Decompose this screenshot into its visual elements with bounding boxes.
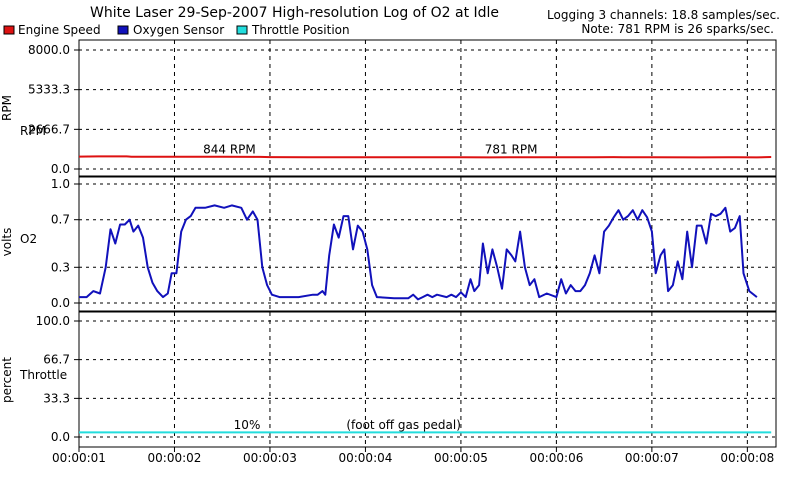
legend-swatch-engine-speed (3, 25, 15, 35)
y-tick-label-p1-2: 0.7 (51, 213, 70, 227)
y-tick-label-p2-0: 0.0 (51, 430, 70, 444)
legend-label-throttle-position: Throttle Position (251, 23, 350, 37)
x-tick-label-6: 00:00:07 (625, 451, 679, 465)
plot-area: 0.0 2666.7 5333.3 8000.0 RPM RPM 844 RPM 781 RP… (0, 39, 777, 465)
legend: Engine Speed Oxygen Sensor Throttle Posi… (3, 23, 350, 37)
x-tick-label-2: 00:00:03 (243, 451, 297, 465)
y-tick-label-p0-2: 5333.3 (28, 83, 70, 97)
legend-swatch-throttle-position (236, 25, 248, 35)
annotation-p0-1: 781 RPM (485, 142, 538, 156)
chart-title: White Laser 29-Sep-2007 High-resolution … (90, 5, 499, 21)
y-series-label-p0: RPM (20, 124, 46, 138)
y-tick-label-p0-1: 2666.7 (28, 122, 70, 136)
annotation-p0-0: 844 RPM (203, 142, 256, 156)
y-unit-label-p1: volts (0, 228, 14, 257)
y-unit-label-p0: RPM (0, 95, 14, 121)
x-tick-label-7: 00:00:08 (720, 451, 774, 465)
y-tick-label-p1-3: 1.0 (51, 177, 70, 191)
y-unit-label-p2: percent (0, 357, 14, 403)
legend-swatch-oxygen-sensor (117, 25, 129, 35)
y-tick-label-p2-2: 66.7 (43, 353, 70, 367)
annotation-p2-0: 10% (234, 418, 261, 432)
x-tick-label-5: 00:00:06 (529, 451, 583, 465)
annotation-p2-1: (foot off gas pedal) (346, 418, 461, 432)
legend-label-oxygen-sensor: Oxygen Sensor (133, 23, 224, 37)
x-tick-label-3: 00:00:04 (338, 451, 392, 465)
x-tick-label-4: 00:00:05 (434, 451, 488, 465)
series-line-oxygen-sensor (79, 204, 758, 301)
legend-label-engine-speed: Engine Speed (18, 23, 101, 37)
y-tick-label-p0-0: 0.0 (51, 162, 70, 176)
y-tick-label-p1-1: 0.3 (51, 260, 70, 274)
panel-frame-2 (78, 311, 777, 448)
series-line-engine-speed (78, 155, 772, 159)
y-tick-label-p1-0: 0.0 (51, 296, 70, 310)
y-series-label-p2: Throttle (19, 368, 67, 382)
panel-frame-1 (78, 176, 777, 312)
panel-frame-0 (78, 39, 777, 177)
y-tick-label-p2-3: 100.0 (36, 314, 70, 328)
info-line-2: Note: 781 RPM is 26 sparks/sec. (581, 22, 774, 36)
x-tick-label-0: 00:00:01 (52, 451, 106, 465)
y-tick-label-p0-3: 8000.0 (28, 43, 70, 57)
y-tick-label-p2-1: 33.3 (43, 391, 70, 405)
x-tick-label-1: 00:00:02 (148, 451, 202, 465)
y-series-label-p1: O2 (20, 232, 37, 246)
info-line-1: Logging 3 channels: 18.8 samples/sec. (547, 8, 780, 22)
